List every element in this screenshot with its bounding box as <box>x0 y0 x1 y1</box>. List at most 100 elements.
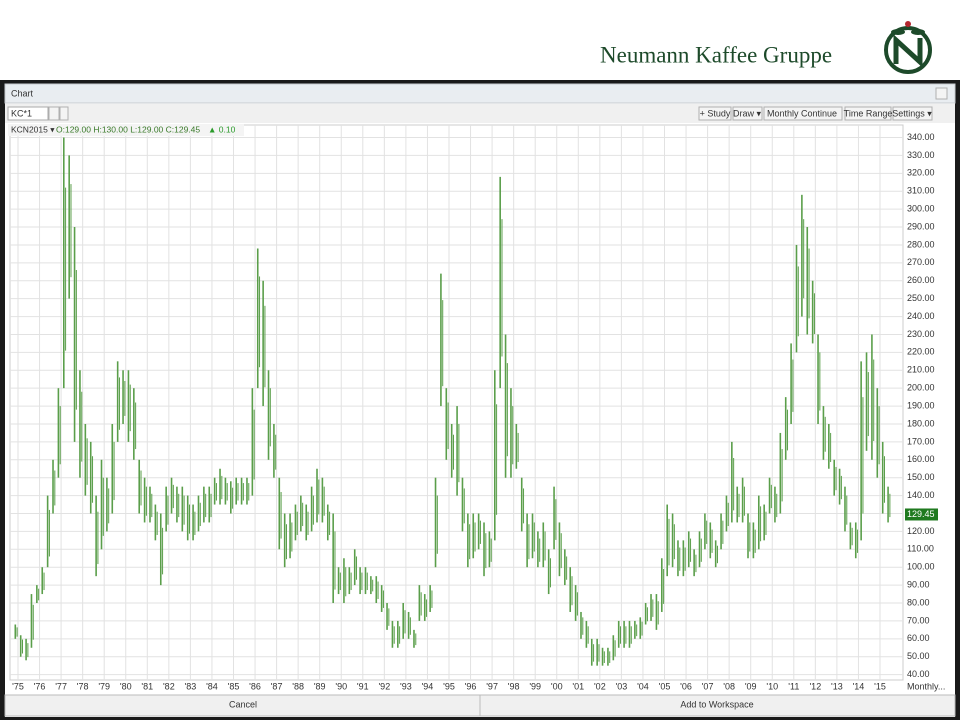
y-tick-label: 270.00 <box>907 257 935 267</box>
y-tick-label: 100.00 <box>907 562 935 572</box>
y-tick-label: 310.00 <box>907 186 935 196</box>
header <box>0 0 960 80</box>
x-tick-label: '90 <box>335 681 347 691</box>
x-tick-label: '95 <box>443 681 455 691</box>
x-tick-label: '01 <box>572 681 584 691</box>
y-tick-label: 250.00 <box>907 293 935 303</box>
y-tick-label: 230.00 <box>907 329 935 339</box>
y-tick-label: 80.00 <box>907 597 930 607</box>
range-button[interactable] <box>844 106 892 121</box>
period-select[interactable] <box>763 106 843 121</box>
x-tick-label: '09 <box>745 681 757 691</box>
study-label: + Study <box>700 108 731 118</box>
symbol-dropdown[interactable] <box>59 106 69 121</box>
study-button[interactable] <box>698 106 732 121</box>
x-axis-label: Monthly... <box>907 681 945 691</box>
x-tick-label: '94 <box>422 681 434 691</box>
y-tick-label: 280.00 <box>907 239 935 249</box>
x-tick-label: '84 <box>206 681 218 691</box>
x-tick-label: '79 <box>98 681 110 691</box>
y-tick-label: 260.00 <box>907 275 935 285</box>
x-tick-label: '85 <box>228 681 240 691</box>
x-tick-label: '00 <box>551 681 563 691</box>
y-tick-label: 40.00 <box>907 669 930 679</box>
range-label: Time Range <box>844 108 893 118</box>
cancel-label: Cancel <box>229 699 257 709</box>
last-price-tag <box>905 508 938 521</box>
y-tick-label: 290.00 <box>907 221 935 231</box>
change: ▲ 0.10 <box>208 124 236 134</box>
x-tick-label: '98 <box>508 681 520 691</box>
settings-label: Settings ▾ <box>892 108 932 118</box>
y-tick-label: 160.00 <box>907 454 935 464</box>
period-label: Monthly Continue <box>767 108 837 118</box>
y-tick-label: 220.00 <box>907 347 935 357</box>
x-tick-label: '14 <box>853 681 865 691</box>
symbol: KC*1 <box>11 108 32 118</box>
y-tick-label: 120.00 <box>907 526 935 536</box>
settings-button[interactable] <box>892 106 933 121</box>
x-tick-label: '07 <box>702 681 714 691</box>
add-button[interactable] <box>479 694 956 717</box>
x-tick-label: '92 <box>378 681 390 691</box>
brand: Neumann Kaffee Gruppe <box>600 42 832 67</box>
x-tick-label: '82 <box>163 681 175 691</box>
x-tick-label: '81 <box>141 681 153 691</box>
x-tick-label: '03 <box>616 681 628 691</box>
y-tick-label: 200.00 <box>907 383 935 393</box>
x-tick-label: '77 <box>55 681 67 691</box>
contract: KCN2015 ▾ <box>11 124 55 134</box>
x-tick-label: '80 <box>120 681 132 691</box>
y-tick-label: 140.00 <box>907 490 935 500</box>
x-tick-label: '99 <box>529 681 541 691</box>
y-tick-label: 170.00 <box>907 436 935 446</box>
x-tick-label: '11 <box>788 681 799 691</box>
plot-border <box>9 124 904 681</box>
y-tick-label: 50.00 <box>907 651 930 661</box>
y-tick-label: 300.00 <box>907 204 935 214</box>
ohlc: O:129.00 H:130.00 L:129.00 C:129.45 <box>56 124 200 134</box>
info-bar <box>8 124 244 136</box>
logo <box>884 21 932 74</box>
plot: 40.00 50.00 60.00 70.00 80.00 90.00 100.00 110.… <box>9 124 945 691</box>
x-tick-label: '83 <box>185 681 197 691</box>
x-tick-label: '10 <box>766 681 778 691</box>
x-tick-label: '89 <box>314 681 326 691</box>
x-tick-label: '87 <box>271 681 283 691</box>
y-tick-label: 90.00 <box>907 579 930 589</box>
y-tick-label: 320.00 <box>907 168 935 178</box>
y-tick-label: 150.00 <box>907 472 935 482</box>
y-tick-label: 330.00 <box>907 150 935 160</box>
chart-area <box>5 123 955 695</box>
x-tick-label: '78 <box>77 681 89 691</box>
x-tick-label: '15 <box>874 681 886 691</box>
y-tick-label: 210.00 <box>907 365 935 375</box>
y-tick-label: 180.00 <box>907 418 935 428</box>
symbol-picker[interactable] <box>48 106 60 121</box>
add-label: Add to Workspace <box>680 699 753 709</box>
x-tick-label: '76 <box>34 681 46 691</box>
x-tick-label: '91 <box>357 681 369 691</box>
last-price-label: 129.45 <box>907 509 935 519</box>
draw-label: Draw ▾ <box>733 108 762 118</box>
x-tick-label: '06 <box>680 681 692 691</box>
x-tick-label: '75 <box>12 681 24 691</box>
y-tick-label: 110.00 <box>907 544 934 554</box>
x-tick-label: '12 <box>809 681 821 691</box>
x-tick-label: '93 <box>400 681 412 691</box>
y-tick-label: 70.00 <box>907 615 930 625</box>
restore-button[interactable] <box>935 87 948 100</box>
y-tick-label: 340.00 <box>907 132 935 142</box>
x-tick-label: '96 <box>465 681 477 691</box>
y-tick-label: 240.00 <box>907 311 935 321</box>
x-tick-label: '86 <box>249 681 261 691</box>
x-tick-label: '97 <box>486 681 498 691</box>
symbol-input[interactable] <box>7 106 49 121</box>
x-tick-label: '02 <box>594 681 606 691</box>
window-title: Chart <box>11 88 34 98</box>
x-tick-label: '04 <box>637 681 649 691</box>
draw-button[interactable] <box>732 106 763 121</box>
x-tick-label: '13 <box>831 681 843 691</box>
